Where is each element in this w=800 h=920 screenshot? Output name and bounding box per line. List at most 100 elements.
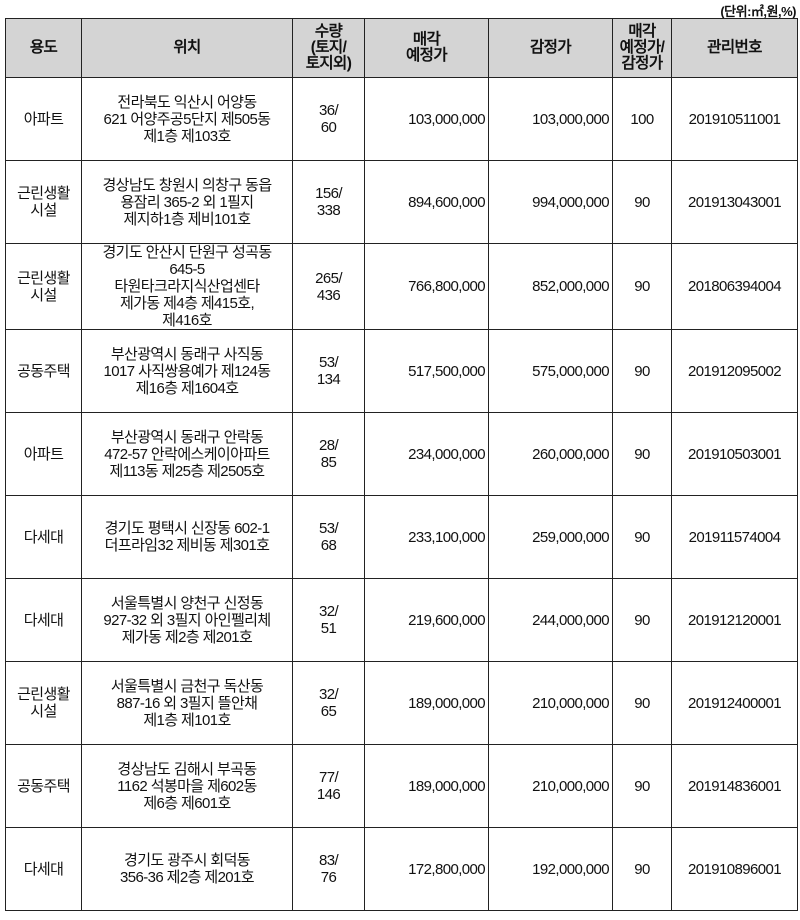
cell-sale-price: 189,000,000 xyxy=(364,744,489,828)
cell-location-line: 제가동 제2층 제201호 xyxy=(121,628,253,646)
table-row: 다세대 경기도 평택시 신장동 602-1 더프라임32 제비동 제301호 53/6… xyxy=(5,495,798,579)
cell-use-line: 아파트 xyxy=(23,445,64,463)
header-quantity-line: 토지외) xyxy=(305,55,352,72)
cell-location-line: 제16층 제1604호 xyxy=(135,379,239,397)
cell-quantity: 156/338 xyxy=(292,160,365,244)
header-use: 용도 xyxy=(5,18,82,78)
cell-mgmt-no: 201910511001 xyxy=(671,77,798,161)
cell-quantity-line: 32/ xyxy=(318,686,339,703)
cell-location-line: 645-5 xyxy=(169,261,205,278)
table-row: 근린생활 시설 경상남도 창원시 의창구 동읍 용잠리 365-2 외 1필지 제지하1… xyxy=(5,160,798,244)
cell-sale-price: 766,800,000 xyxy=(364,243,489,330)
table-row: 공동주택 부산광역시 동래구 사직동 1017 사직쌍용예가 제124동 제16층 제… xyxy=(5,329,798,413)
cell-ratio: 90 xyxy=(612,661,672,745)
cell-location-line: 경기도 평택시 신장동 602-1 xyxy=(104,520,270,537)
cell-use: 근린생활 시설 xyxy=(5,661,82,745)
cell-location: 경상남도 창원시 의창구 동읍 용잠리 365-2 외 1필지 제지하1층 제비10… xyxy=(81,160,293,244)
cell-location-line: 제6층 제601호 xyxy=(143,794,231,812)
cell-quantity: 265/436 xyxy=(292,243,365,330)
cell-quantity-line: 265/ xyxy=(315,269,342,287)
unit-note: (단위:㎡,원,%) xyxy=(720,4,796,19)
cell-quantity: 32/51 xyxy=(292,578,365,662)
cell-ratio: 90 xyxy=(612,578,672,662)
cell-use-line: 근린생활 xyxy=(17,185,70,202)
cell-use-line: 근린생활 xyxy=(17,686,70,703)
cell-location-line: 제가동 제4층 제415호, xyxy=(119,295,255,312)
header-sale-price-line: 예정가 xyxy=(406,47,448,64)
cell-mgmt-no: 201910503001 xyxy=(671,412,798,496)
cell-quantity-line: 146 xyxy=(316,786,341,803)
cell-quantity: 28/85 xyxy=(292,412,365,496)
cell-location: 경기도 평택시 신장동 602-1 더프라임32 제비동 제301호 xyxy=(81,495,293,579)
cell-quantity: 83/76 xyxy=(292,827,365,911)
cell-use: 다세대 xyxy=(5,827,82,911)
cell-use-line: 공동주택 xyxy=(17,362,70,380)
cell-mgmt-no: 201912400001 xyxy=(671,661,798,745)
header-quantity-line: (토지/ xyxy=(310,39,347,56)
cell-use-line: 다세대 xyxy=(23,528,64,546)
header-ratio-line: 감정가 xyxy=(621,55,664,72)
header-ratio-line: 예정가/ xyxy=(619,39,665,56)
cell-location-line: 927-32 외 3필지 아인펠리체 xyxy=(103,611,271,629)
cell-use-line: 시설 xyxy=(30,286,57,304)
cell-quantity-line: 338 xyxy=(316,202,341,219)
header-quantity: 수량 (토지/토지외) xyxy=(292,18,365,78)
cell-quantity-line: 36/ xyxy=(318,102,339,119)
cell-location-line: 서울특별시 양천구 신정동 xyxy=(110,594,264,612)
cell-location: 경기도 광주시 회덕동 356-36 제2층 제201호 xyxy=(81,827,293,911)
cell-location: 경기도 안산시 단원구 성곡동 645-5 타원타크라지식산업센타 제가동 제4층 제… xyxy=(81,243,293,330)
cell-location-line: 887-16 외 3필지 뜰안채 xyxy=(116,694,258,712)
cell-location: 부산광역시 동래구 안락동 472-57 안락에스케이아파트 제113동 제25층 … xyxy=(81,412,293,496)
cell-ratio: 90 xyxy=(612,495,672,579)
header-quantity-line: 수량 xyxy=(314,23,343,40)
cell-quantity-line: 68 xyxy=(320,537,337,554)
cell-quantity-line: 436 xyxy=(316,286,341,304)
cell-appraisal: 103,000,000 xyxy=(488,77,613,161)
cell-quantity-line: 134 xyxy=(316,371,341,388)
cell-quantity-line: 60 xyxy=(320,119,337,136)
cell-location-line: 472-57 안락에스케이아파트 xyxy=(104,445,270,463)
table-body: 아파트 전라북도 익산시 어양동 621 어양주공5단지 제505동 제1층 제103… xyxy=(5,77,798,911)
cell-location-line: 용잠리 365-2 외 1필지 xyxy=(120,193,254,211)
cell-location-line: 제1층 제103호 xyxy=(143,127,231,145)
table-row: 공동주택 경상남도 김해시 부곡동 1162 석봉마을 제602동 제6층 제601호… xyxy=(5,744,798,828)
cell-use: 다세대 xyxy=(5,578,82,662)
cell-appraisal: 210,000,000 xyxy=(488,661,613,745)
cell-mgmt-no: 201806394004 xyxy=(671,243,798,330)
cell-quantity-line: 83/ xyxy=(318,852,339,869)
header-appraisal: 감정가 xyxy=(488,18,613,78)
header-row: 용도 위치 수량 (토지/토지외) 매각 예정가 감정가 매각 예정가/감정가 관리번… xyxy=(5,18,798,78)
cell-ratio: 90 xyxy=(612,329,672,413)
property-sale-table: 용도 위치 수량 (토지/토지외) 매각 예정가 감정가 매각 예정가/감정가 관리번… xyxy=(5,18,798,911)
cell-quantity-line: 65 xyxy=(320,703,337,720)
cell-use-line: 다세대 xyxy=(23,611,64,629)
cell-ratio: 90 xyxy=(612,160,672,244)
header-sale-price: 매각 예정가 xyxy=(364,18,489,78)
cell-mgmt-no: 201912095002 xyxy=(671,329,798,413)
cell-appraisal: 244,000,000 xyxy=(488,578,613,662)
cell-location-line: 부산광역시 동래구 안락동 xyxy=(110,428,264,446)
cell-use: 근린생활 시설 xyxy=(5,160,82,244)
cell-appraisal: 260,000,000 xyxy=(488,412,613,496)
cell-quantity-line: 76 xyxy=(320,869,337,886)
cell-sale-price: 189,000,000 xyxy=(364,661,489,745)
cell-location-line: 전라북도 익산시 어양동 xyxy=(117,93,257,111)
cell-mgmt-no: 201913043001 xyxy=(671,160,798,244)
cell-ratio: 100 xyxy=(612,77,672,161)
cell-sale-price: 517,500,000 xyxy=(364,329,489,413)
cell-location-line: 경상남도 창원시 의창구 동읍 xyxy=(102,176,272,194)
table-row: 근린생활 시설 서울특별시 금천구 독산동 887-16 외 3필지 뜰안채 제1층 제… xyxy=(5,661,798,745)
cell-appraisal: 192,000,000 xyxy=(488,827,613,911)
cell-location-line: 경기도 광주시 회덕동 xyxy=(124,852,251,869)
cell-use-line: 아파트 xyxy=(23,110,64,128)
header-ratio-line: 매각 xyxy=(628,23,656,40)
cell-quantity-line: 53/ xyxy=(318,520,339,537)
cell-location-line: 경기도 안산시 단원구 성곡동 xyxy=(102,244,272,261)
cell-location-line: 서울특별시 금천구 독산동 xyxy=(110,677,264,695)
cell-location: 부산광역시 동래구 사직동 1017 사직쌍용예가 제124동 제16층 제1604… xyxy=(81,329,293,413)
header-ratio: 매각 예정가/감정가 xyxy=(612,18,672,78)
cell-location: 전라북도 익산시 어양동 621 어양주공5단지 제505동 제1층 제103호 xyxy=(81,77,293,161)
cell-sale-price: 894,600,000 xyxy=(364,160,489,244)
cell-sale-price: 103,000,000 xyxy=(364,77,489,161)
cell-quantity-line: 156/ xyxy=(315,185,342,202)
